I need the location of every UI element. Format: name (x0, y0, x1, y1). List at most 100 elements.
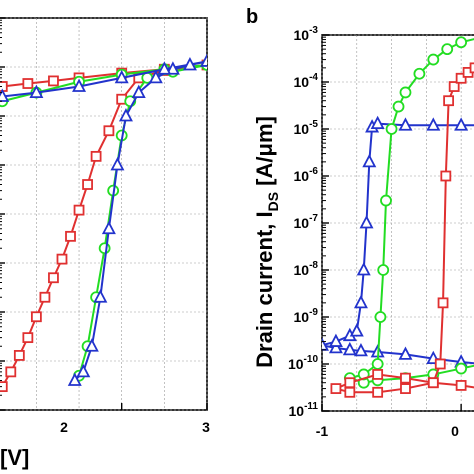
panel-a-ticks (0, 17, 208, 411)
y-tick-label: 10-9 (294, 307, 319, 325)
data-point-square (73, 204, 85, 216)
data-point-square (455, 380, 467, 391)
data-point-circle (392, 100, 405, 113)
data-point-square (344, 377, 356, 389)
ylabel-subscript: DS (265, 192, 281, 211)
data-point-triangle (349, 323, 364, 337)
data-point-triangle (182, 57, 197, 71)
data-point-triangle (72, 78, 87, 92)
data-point-triangle (0, 88, 10, 102)
data-point-square (48, 75, 59, 87)
data-point-circle (455, 36, 468, 49)
data-point-triangle (356, 262, 371, 276)
data-point-triangle (398, 346, 413, 360)
data-point-circle (427, 53, 440, 66)
ylabel-units: [A/μm] (252, 116, 277, 192)
data-point-triangle (353, 342, 368, 357)
panel-b-ticks (321, 34, 462, 412)
panel-a: 2 3 [V] (0, 17, 210, 470)
data-point-triangle (165, 61, 180, 75)
panel-b-x-tick-label: 0 (451, 423, 459, 439)
data-point-square (13, 350, 25, 361)
data-point-square (22, 78, 34, 89)
data-point-square (103, 125, 115, 137)
data-point-circle (455, 362, 468, 375)
y-tick-label: 10-11 (289, 401, 319, 419)
data-point-square (400, 372, 411, 384)
y-tick-label: 10-7 (294, 213, 319, 231)
panel-b-y-tick-labels: 10-11 10-10 10-9 10-8 10-7 10-6 10-5 10-4 10-3 (288, 25, 318, 419)
data-point-circle (385, 123, 398, 135)
data-point-square (39, 291, 51, 303)
data-point-triangle (426, 117, 441, 131)
data-point-triangle (76, 363, 91, 378)
data-point-triangle (157, 61, 172, 75)
data-point-circle (98, 242, 111, 255)
data-point-square (434, 358, 446, 370)
data-point-circle (377, 264, 390, 276)
data-point-square (5, 366, 17, 378)
data-point-circle (399, 86, 412, 99)
data-point-circle (371, 358, 384, 370)
data-point-triangle (362, 153, 377, 168)
panel-b-y-axis-label: Drain current, IDS [A/μm] (252, 116, 281, 368)
data-point-triangle (93, 289, 108, 303)
data-point-circle (380, 194, 392, 207)
data-point-circle (441, 43, 454, 56)
panel-a-series (0, 53, 207, 393)
data-point-square (427, 377, 439, 389)
data-point-square (56, 253, 68, 265)
data-point-square (372, 386, 384, 398)
panel-b: b 10-11 10-10 10-9 10-8 10-7 10-6 10-5 10-4 10-3… (246, 6, 474, 439)
data-point-square (82, 179, 93, 190)
data-point-triangle (370, 115, 385, 130)
y-tick-label: 10-10 (288, 354, 318, 372)
panel-a-x-tick-label: 3 (202, 419, 210, 435)
data-point-triangle (114, 69, 129, 84)
data-point-circle (413, 67, 426, 80)
data-point-triangle (328, 339, 343, 354)
data-point-square (440, 170, 452, 182)
data-point-square (372, 369, 384, 380)
data-point-triangle (454, 117, 469, 131)
ylabel-main: Drain current, I (252, 211, 277, 367)
data-point-square (48, 272, 59, 284)
data-point-triangle (342, 341, 357, 356)
data-point-triangle (84, 338, 99, 352)
y-tick-label: 10-6 (294, 166, 319, 184)
panel-b-x-tick-label: -1 (316, 423, 329, 439)
data-point-square (448, 81, 460, 92)
data-point-triangle (359, 215, 374, 229)
data-point-square (443, 95, 455, 107)
y-tick-label: 10-3 (294, 25, 319, 43)
data-point-square (30, 311, 42, 323)
data-point-square (437, 297, 449, 309)
data-point-triangle (67, 372, 82, 386)
data-point-square (344, 386, 356, 398)
data-point-triangle (101, 220, 116, 235)
data-point-square (455, 72, 467, 84)
data-point-triangle (118, 108, 133, 122)
data-point-triangle (398, 117, 413, 131)
data-point-triangle (328, 333, 343, 347)
data-point-square (330, 383, 342, 394)
panel-b-series (322, 36, 474, 398)
y-tick-label: 10-4 (294, 72, 319, 90)
data-point-triangle (353, 294, 368, 309)
data-point-square (22, 332, 34, 344)
data-point-triangle (110, 157, 125, 171)
panel-a-x-axis-label: [V] (0, 445, 29, 470)
data-point-triangle (148, 69, 163, 84)
panel-a-x-tick-label: 2 (60, 419, 68, 435)
data-point-square (469, 62, 474, 74)
data-point-triangle (200, 53, 207, 67)
data-point-square (0, 381, 8, 393)
data-point-triangle (29, 84, 44, 99)
panel-b-label: b (246, 6, 258, 28)
data-point-square (400, 383, 411, 394)
y-tick-label: 10-5 (294, 119, 319, 137)
data-point-triangle (131, 84, 146, 99)
data-point-square (90, 150, 102, 162)
data-point-square (65, 230, 76, 242)
